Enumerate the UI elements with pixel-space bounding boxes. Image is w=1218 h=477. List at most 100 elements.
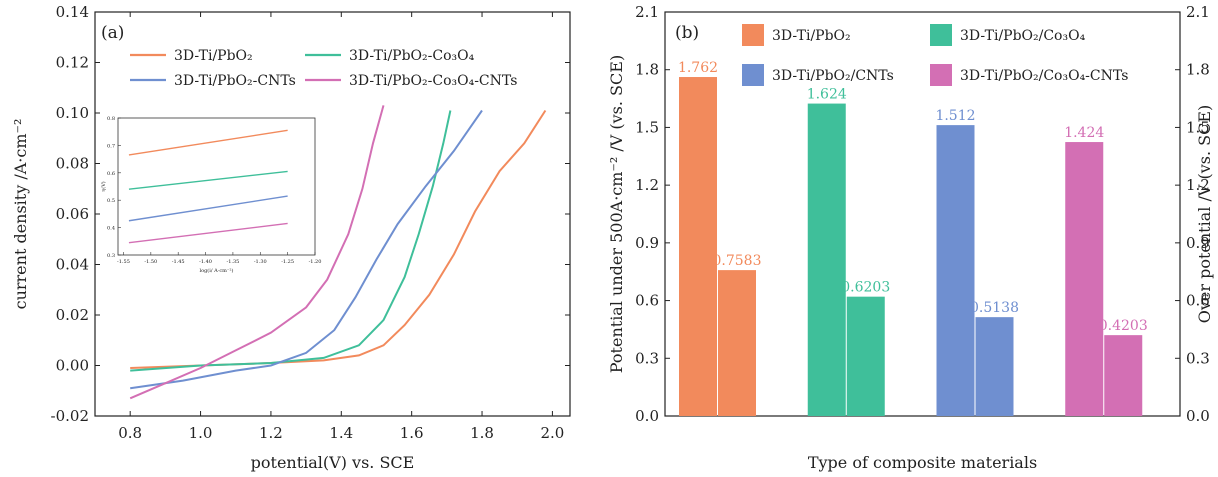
y-tick-label-right: 1.8 <box>1186 61 1210 79</box>
legend-swatch <box>742 64 764 86</box>
inset-x-tick-label: -1.30 <box>254 259 267 265</box>
y-tick-label: 0.6 <box>635 292 659 310</box>
legend: 3D-Ti/PbO₂ 3D-Ti/PbO₂-Co₃O₄ 3D-Ti/PbO₂-CNT… <box>130 48 517 89</box>
inset-y-tick-label: 0.5 <box>107 198 115 204</box>
panel-a-iv-curves: 0.8 1.0 1.2 1.4 1.6 1.8 2.0 -0.02 0.00 0.02 0.04 0… <box>11 3 571 472</box>
inset-line <box>128 222 288 244</box>
bar-value-label: 1.624 <box>807 87 847 103</box>
panel-label: (a) <box>101 23 124 43</box>
x-tick-label: 1.4 <box>329 424 353 442</box>
inset-x-tick-label: -1.35 <box>227 259 240 265</box>
series-line <box>129 105 385 400</box>
inset-x-tick-label: -1.50 <box>144 259 157 265</box>
plot-frame <box>664 11 1181 417</box>
inset-line <box>128 195 288 222</box>
y-tick-label: 2.1 <box>635 3 659 21</box>
legend-label: 3D-Ti/PbO₂-Co₃O₄ <box>349 48 475 64</box>
y-axis-ticks: -0.02 0.00 0.02 0.04 0.06 0.08 0.10 0.12 0.14 <box>51 3 570 425</box>
bar-value-label: 0.5138 <box>970 300 1019 316</box>
y-axis-ticks: 0.0 0.0 0.3 0.3 0.6 0.6 0.9 0.9 1.2 1.2 1.5 1.5 1.8 1… <box>635 3 1210 425</box>
y-tick-label: 0.04 <box>56 256 89 274</box>
y-tick-label: 0.14 <box>56 3 89 21</box>
y-axis-label: current density /A·cm⁻² <box>11 119 30 310</box>
y-tick-label: 0.10 <box>56 104 89 122</box>
bar-potential <box>807 103 846 416</box>
inset-x-tick-label: -1.25 <box>281 259 294 265</box>
series-line <box>130 109 483 390</box>
inset-x-tick-label: -1.45 <box>172 259 185 265</box>
y-tick-label: 1.2 <box>635 176 659 194</box>
inset-x-tick-label: -1.55 <box>117 259 130 265</box>
x-axis-label: potential(V) vs. SCE <box>251 453 415 472</box>
legend-label: 3D-Ti/PbO₂-CNTs <box>174 73 296 89</box>
legend-label: 3D-Ti/PbO₂/CNTs <box>772 68 894 84</box>
legend: 3D-Ti/PbO₂ 3D-Ti/PbO₂/Co₃O₄ 3D-Ti/PbO₂/CNT… <box>742 24 1128 86</box>
inset-y-axis-label: η(V) <box>100 181 107 192</box>
bar-value-label: 1.512 <box>935 108 975 124</box>
y-tick-label-right: 1.2 <box>1186 176 1210 194</box>
bar-value-label: 0.7583 <box>713 253 762 269</box>
inset-y-tick-label: 0.3 <box>107 253 115 259</box>
y-tick-label: 0.06 <box>56 205 89 223</box>
legend-label: 3D-Ti/PbO₂-Co₃O₄-CNTs <box>349 73 517 89</box>
inset-y-tick-label: 0.8 <box>107 116 115 122</box>
x-tick-label: 1.6 <box>400 424 424 442</box>
inset-x-tick-label: -1.40 <box>199 259 212 265</box>
bar-value-label: 1.762 <box>678 60 718 76</box>
y-tick-label-right: 0.3 <box>1186 349 1210 367</box>
inset-x-axis-label: log(i/ A·cm⁻²) <box>200 267 234 274</box>
y-tick-label-right: 0.6 <box>1186 292 1210 310</box>
y-tick-label: 0.12 <box>56 54 89 72</box>
y-tick-label: 0.9 <box>635 234 659 252</box>
bar-overpotential <box>846 296 885 416</box>
legend-swatch <box>930 64 952 86</box>
series-lines <box>129 105 547 400</box>
panel-label: (b) <box>675 23 699 43</box>
y-tick-label: 0.0 <box>635 407 659 425</box>
bar-value-label: 0.4203 <box>1099 318 1148 334</box>
x-axis-label: Type of composite materials <box>808 453 1037 472</box>
y-tick-label-right: 2.1 <box>1186 3 1210 21</box>
y-tick-label: 0.00 <box>56 357 89 375</box>
bar-overpotential <box>975 317 1014 416</box>
y-tick-label: 0.08 <box>56 155 89 173</box>
y-tick-label-right: 1.5 <box>1186 118 1210 136</box>
legend-label: 3D-Ti/PbO₂ <box>772 28 851 44</box>
y-axis-label: Potential under 500A·cm⁻² /V (vs. SCE) <box>607 55 626 373</box>
legend-swatch <box>930 24 952 46</box>
bar-value-label: 1.424 <box>1064 125 1104 141</box>
y-tick-label: 0.3 <box>635 349 659 367</box>
x-tick-label: 1.2 <box>259 424 283 442</box>
x-tick-label: 1.0 <box>189 424 213 442</box>
legend-swatch <box>742 24 764 46</box>
y-tick-label: -0.02 <box>51 407 89 425</box>
panel-b-bar-chart: 0.0 0.0 0.3 0.3 0.6 0.6 0.9 0.9 1.2 1.2 1.5 1.5 1.8 1… <box>607 3 1214 472</box>
y-tick-label: 0.02 <box>56 306 89 324</box>
y-tick-label: 1.8 <box>635 61 659 79</box>
x-tick-label: 0.8 <box>118 424 142 442</box>
inset-line <box>128 170 288 190</box>
y-tick-label-right: 0.0 <box>1186 407 1210 425</box>
bar-potential <box>1065 142 1104 416</box>
y-axis-label-right: Over potential /V (vs. SCE) <box>1195 105 1214 324</box>
bar-potential <box>679 77 717 416</box>
inset-y-tick-label: 0.7 <box>107 143 115 149</box>
y-tick-label: 1.5 <box>635 118 659 136</box>
legend-label: 3D-Ti/PbO₂/Co₃O₄ <box>960 28 1086 44</box>
inset-y-tick-label: 0.4 <box>107 226 115 232</box>
x-tick-label: 2.0 <box>540 424 564 442</box>
legend-label: 3D-Ti/PbO₂/Co₃O₄-CNTs <box>960 68 1128 84</box>
x-tick-label: 1.8 <box>470 424 494 442</box>
bar-value-label: 0.6203 <box>841 280 890 296</box>
bar-overpotential <box>718 270 756 416</box>
inset-x-tick-label: -1.20 <box>309 259 322 265</box>
inset-y-tick-label: 0.6 <box>107 171 115 177</box>
y-tick-label-right: 0.9 <box>1186 234 1210 252</box>
bar-overpotential <box>1104 335 1143 416</box>
inset-tafel-plot: -1.55 -1.50 -1.45 -1.40 -1.35 -1.30 -1.25 -1.20… <box>100 116 321 274</box>
bars: 1.762 0.7583 1.624 0.6203 1.512 0.5138 1.424 0.… <box>678 60 1148 417</box>
x-axis-ticks: 0.8 1.0 1.2 1.4 1.6 1.8 2.0 <box>118 12 564 442</box>
legend-label: 3D-Ti/PbO₂ <box>174 48 253 64</box>
inset-line <box>128 129 288 156</box>
